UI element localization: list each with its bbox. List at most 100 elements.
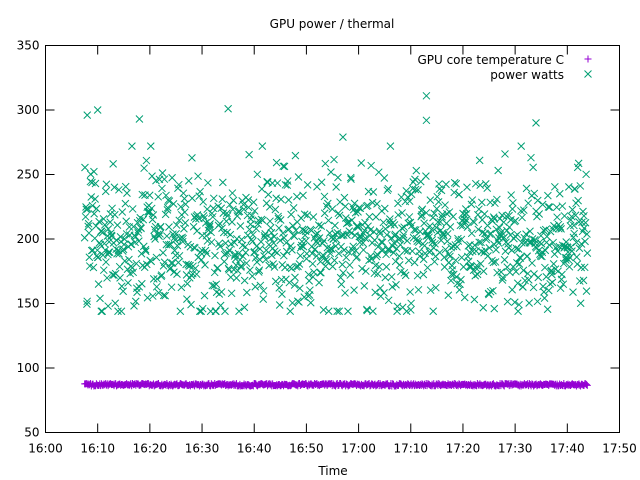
power-point bbox=[138, 190, 147, 199]
power-point bbox=[220, 257, 229, 266]
power-point bbox=[292, 226, 300, 235]
power-point bbox=[558, 270, 566, 279]
power-point bbox=[373, 270, 382, 278]
power-point bbox=[568, 247, 576, 255]
power-point bbox=[312, 252, 321, 260]
power-point bbox=[144, 209, 153, 218]
power-point bbox=[145, 191, 154, 200]
power-point bbox=[107, 229, 115, 237]
power-point bbox=[375, 227, 384, 236]
power-point bbox=[188, 194, 197, 203]
power-point bbox=[543, 305, 552, 314]
power-point bbox=[465, 262, 474, 271]
power-point bbox=[90, 209, 99, 218]
power-point bbox=[410, 225, 418, 234]
power-point bbox=[315, 234, 324, 242]
power-point bbox=[244, 196, 253, 204]
power-point bbox=[179, 234, 187, 243]
power-point bbox=[481, 246, 490, 255]
power-point bbox=[306, 298, 315, 307]
power-point bbox=[248, 237, 257, 246]
power-point bbox=[580, 263, 589, 272]
power-point bbox=[460, 293, 469, 302]
power-point bbox=[427, 225, 436, 234]
power-point bbox=[379, 218, 388, 227]
power-point bbox=[365, 212, 374, 221]
power-point bbox=[543, 232, 551, 241]
power-point bbox=[412, 234, 421, 243]
power-point bbox=[293, 192, 301, 201]
power-point bbox=[569, 288, 577, 297]
power-point bbox=[128, 142, 136, 150]
power-point bbox=[403, 236, 412, 245]
power-point bbox=[226, 230, 235, 239]
power-point bbox=[373, 250, 382, 259]
power-point bbox=[334, 173, 342, 182]
power-point bbox=[84, 222, 93, 231]
power-point bbox=[455, 190, 464, 199]
power-point bbox=[98, 307, 106, 316]
power-point bbox=[89, 263, 98, 272]
power-point bbox=[251, 254, 260, 262]
power-point bbox=[156, 222, 165, 231]
power-point bbox=[199, 197, 208, 206]
power-point bbox=[163, 206, 172, 214]
power-point bbox=[428, 236, 436, 244]
power-point bbox=[122, 217, 131, 226]
power-point bbox=[291, 273, 299, 282]
power-point bbox=[489, 286, 497, 295]
power-point bbox=[507, 246, 516, 255]
power-point bbox=[99, 214, 108, 223]
power-point bbox=[274, 214, 283, 223]
power-point bbox=[287, 264, 296, 273]
power-point bbox=[241, 242, 250, 251]
power-point bbox=[276, 236, 285, 245]
power-point bbox=[88, 201, 97, 210]
power-point bbox=[541, 263, 549, 272]
power-point bbox=[289, 203, 298, 212]
power-point bbox=[250, 207, 259, 215]
power-point bbox=[324, 216, 333, 225]
power-point bbox=[276, 216, 285, 224]
power-point bbox=[346, 271, 355, 279]
power-point bbox=[449, 212, 457, 221]
power-point bbox=[405, 197, 414, 206]
power-point bbox=[108, 204, 116, 213]
power-point bbox=[417, 212, 425, 221]
power-point bbox=[514, 307, 522, 316]
power-point bbox=[296, 243, 305, 252]
power-point bbox=[452, 273, 461, 281]
power-point bbox=[252, 224, 261, 233]
power-point bbox=[422, 91, 431, 100]
power-point bbox=[300, 210, 309, 219]
power-point bbox=[282, 247, 291, 256]
power-point bbox=[323, 199, 332, 208]
power-point bbox=[101, 246, 110, 255]
power-point bbox=[131, 232, 140, 241]
power-point bbox=[152, 253, 161, 262]
power-point bbox=[84, 219, 93, 228]
power-point bbox=[456, 280, 464, 289]
power-point bbox=[508, 285, 517, 294]
gpu-temperature-series bbox=[81, 379, 591, 390]
power-point bbox=[525, 299, 534, 307]
power-point bbox=[382, 250, 390, 259]
power-point bbox=[167, 259, 176, 267]
power-point bbox=[291, 151, 300, 160]
power-point bbox=[260, 231, 269, 240]
power-point bbox=[526, 227, 534, 236]
power-point bbox=[372, 213, 380, 221]
power-point bbox=[564, 255, 573, 264]
power-point bbox=[161, 210, 170, 219]
power-point bbox=[102, 180, 111, 189]
power-point bbox=[314, 221, 323, 229]
power-point bbox=[95, 217, 103, 226]
power-point bbox=[516, 254, 525, 262]
power-point bbox=[161, 291, 170, 300]
power-point bbox=[511, 216, 520, 225]
power-point bbox=[534, 273, 543, 282]
power-point bbox=[192, 270, 201, 279]
power-point bbox=[206, 220, 215, 228]
power-point bbox=[317, 222, 326, 231]
power-point bbox=[343, 231, 351, 239]
